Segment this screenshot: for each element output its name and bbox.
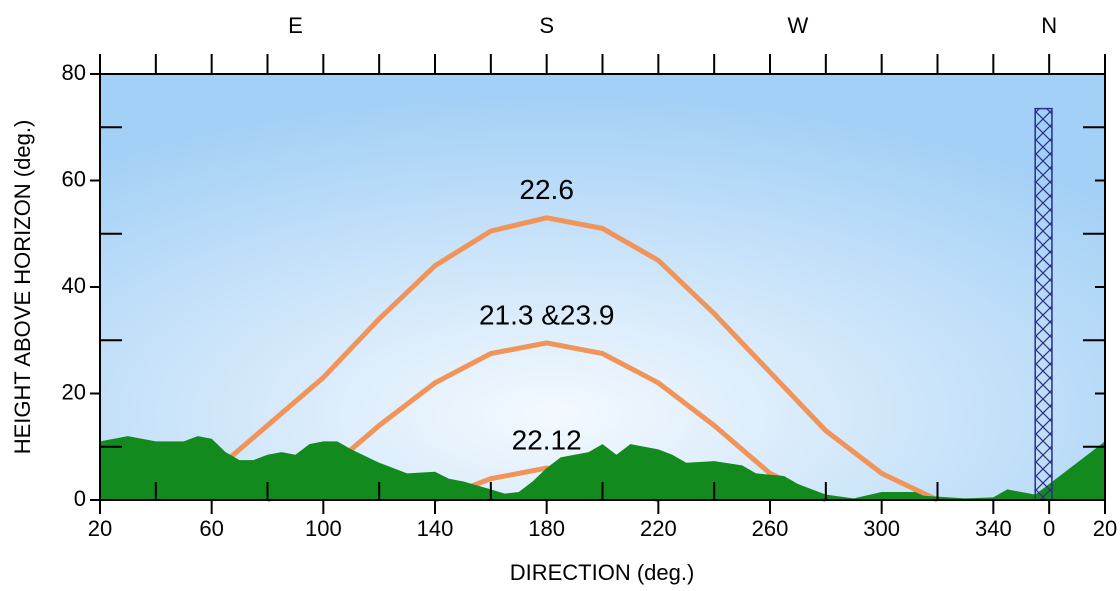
obstruction (1035, 109, 1052, 500)
compass-label: N (1041, 13, 1057, 38)
x-tick-label: 260 (752, 516, 789, 541)
y-tick-label: 0 (74, 486, 86, 511)
x-tick-label: 180 (528, 516, 565, 541)
x-axis-label: DIRECTION (deg.) (510, 560, 695, 585)
series-label: 22.12 (512, 424, 582, 455)
x-tick-label: 140 (417, 516, 454, 541)
x-tick-label: 60 (199, 516, 223, 541)
x-tick-label: 0 (1043, 516, 1055, 541)
x-tick-label: 300 (863, 516, 900, 541)
compass-label: W (788, 13, 809, 38)
compass-label: S (539, 13, 554, 38)
plot-background (100, 74, 1105, 500)
y-tick-label: 60 (62, 166, 86, 191)
x-tick-label: 20 (1093, 516, 1117, 541)
series-label: 22.6 (519, 174, 574, 205)
y-tick-label: 80 (62, 60, 86, 85)
x-tick-label: 20 (88, 516, 112, 541)
y-axis-label: HEIGHT ABOVE HORIZON (deg.) (10, 120, 35, 455)
chart: DIRECTION (deg.) HEIGHT ABOVE HORIZON (d… (0, 0, 1120, 586)
compass-label: E (288, 13, 303, 38)
y-tick-label: 40 (62, 273, 86, 298)
x-tick-label: 340 (975, 516, 1012, 541)
y-tick-label: 20 (62, 379, 86, 404)
x-tick-label: 220 (640, 516, 677, 541)
series-label: 21.3 &23.9 (479, 299, 614, 330)
x-tick-label: 100 (305, 516, 342, 541)
